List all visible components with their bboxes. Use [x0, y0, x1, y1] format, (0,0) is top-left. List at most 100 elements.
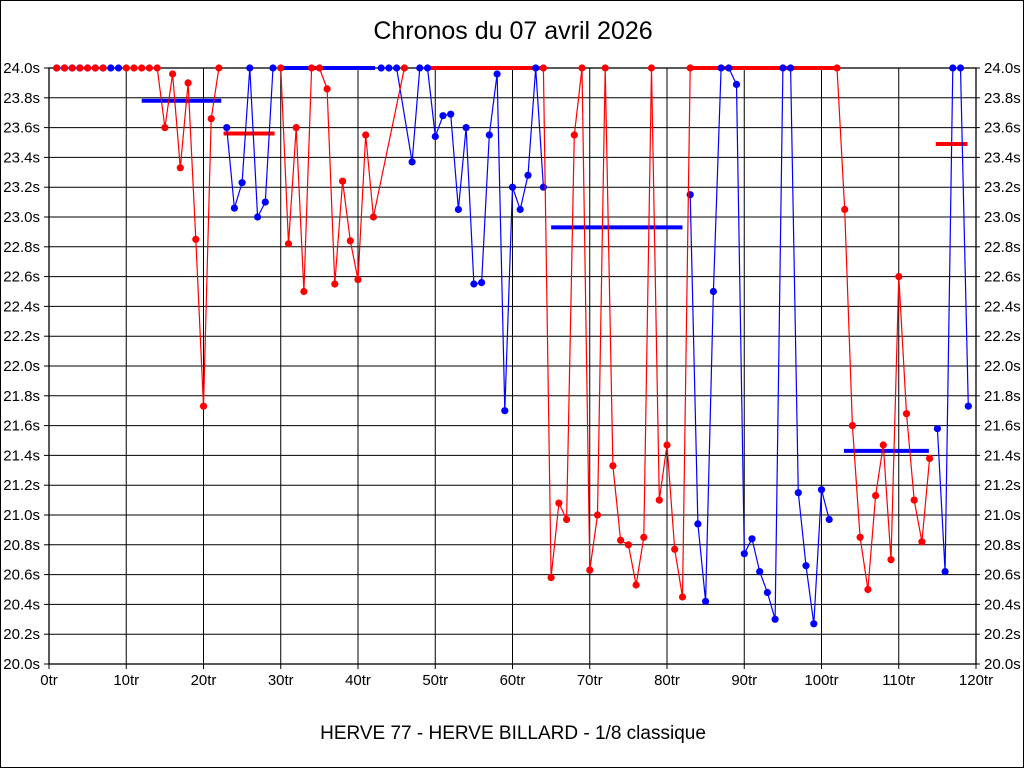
red-driver-point — [555, 499, 563, 507]
blue-driver-point — [702, 597, 710, 606]
y-axis-label-left: 22.4s — [3, 298, 40, 315]
y-axis-label-left: 23.0s — [3, 209, 40, 226]
red-driver-point — [354, 276, 362, 284]
y-axis-label-right: 23.6s — [984, 120, 1021, 137]
y-axis-label-left: 21.4s — [3, 447, 40, 464]
blue-driver-point — [230, 204, 238, 212]
blue-driver-point — [771, 615, 779, 623]
red-driver-point — [624, 541, 633, 549]
red-driver-point — [663, 441, 671, 449]
blue-driver-point — [377, 64, 385, 72]
y-axis-label-right: 22.6s — [984, 269, 1021, 286]
red-driver-point — [563, 515, 571, 524]
x-axis-label: 70tr — [577, 672, 603, 689]
blue-driver-point — [501, 407, 509, 415]
x-axis-label: 10tr — [113, 672, 139, 689]
y-axis-label-right: 20.0s — [984, 656, 1021, 673]
y-axis-label-right: 20.8s — [984, 537, 1021, 554]
red-driver-point — [346, 237, 354, 245]
blue-driver-point — [748, 535, 756, 543]
red-driver-point — [918, 538, 926, 546]
y-axis-label-right: 24.0s — [984, 60, 1021, 77]
blue-driver-point — [933, 425, 942, 433]
x-axis-label: 60tr — [500, 672, 526, 689]
red-driver-point — [632, 581, 640, 589]
red-driver-point — [856, 533, 864, 541]
red-driver-point — [879, 441, 887, 449]
blue-driver-point — [964, 402, 972, 410]
x-axis-label: 40tr — [345, 672, 371, 689]
x-axis-label: 80tr — [654, 672, 680, 689]
y-axis-label-right: 21.8s — [984, 388, 1021, 405]
red-driver-point — [207, 115, 215, 123]
y-axis-label-left: 21.8s — [3, 388, 40, 405]
red-driver-point — [53, 64, 61, 72]
red-driver-point — [145, 64, 153, 72]
y-axis-label-right: 21.6s — [984, 418, 1021, 435]
blue-driver-point — [516, 205, 524, 214]
x-axis-label: 120tr — [959, 672, 993, 689]
red-driver-point — [895, 273, 903, 281]
x-axis-label: 0tr — [40, 672, 58, 689]
blue-driver-point — [949, 64, 957, 72]
y-axis-label-left: 20.6s — [3, 567, 40, 584]
blue-driver-point — [717, 64, 725, 72]
chart-title: Chronos du 07 avril 2026 — [373, 17, 653, 45]
red-driver-point — [130, 64, 138, 72]
blue-driver-point — [423, 64, 432, 72]
y-axis-label-left: 21.2s — [3, 477, 40, 494]
red-driver-point — [678, 593, 687, 601]
red-driver-point — [609, 462, 617, 470]
red-driver-point — [323, 85, 331, 93]
red-driver-point — [655, 496, 663, 504]
chart-footer: HERVE 77 - HERVE BILLARD - 1/8 classique — [320, 723, 706, 744]
blue-driver-point — [246, 64, 254, 72]
y-axis-label-right: 22.0s — [984, 358, 1021, 375]
y-axis-label-right: 20.4s — [984, 596, 1021, 613]
red-driver-point — [153, 64, 161, 72]
red-driver-point — [547, 574, 555, 582]
blue-driver-line — [689, 67, 830, 624]
red-driver-point — [199, 402, 208, 410]
x-axis-label: 100tr — [804, 672, 838, 689]
y-axis-label-left: 24.0s — [3, 60, 40, 77]
red-driver-point — [315, 64, 323, 72]
x-axis-label: 110tr — [882, 672, 915, 689]
y-axis-label-right: 23.2s — [984, 179, 1021, 196]
red-driver-point — [539, 64, 548, 72]
red-driver-point — [601, 64, 609, 72]
blue-driver-point — [478, 279, 486, 287]
x-axis-label: 90tr — [731, 672, 757, 689]
blue-driver-point — [532, 64, 540, 72]
blue-driver-point — [694, 520, 702, 528]
blue-driver-point — [817, 486, 826, 494]
y-axis-label-right: 22.8s — [984, 239, 1021, 256]
red-driver-point — [284, 240, 293, 248]
red-driver-point — [864, 585, 872, 594]
blue-driver-point — [740, 550, 748, 558]
red-driver-line — [836, 67, 931, 590]
y-axis-label-right: 20.6s — [984, 567, 1021, 584]
y-axis-label-left: 20.8s — [3, 537, 40, 554]
y-axis-label-left: 22.6s — [3, 269, 40, 286]
blue-driver-point — [508, 183, 517, 191]
y-axis-label-left: 20.0s — [3, 656, 40, 673]
blue-driver-point — [385, 64, 393, 72]
blue-driver-point — [107, 64, 115, 72]
blue-driver-line — [226, 67, 274, 220]
y-axis-label-left: 21.0s — [3, 507, 40, 524]
blue-driver-point — [416, 64, 424, 72]
red-driver-point — [671, 545, 679, 553]
blue-driver-point — [114, 64, 123, 72]
red-driver-point — [902, 410, 911, 418]
blue-driver-point — [524, 171, 532, 179]
x-axis-label: 50tr — [422, 672, 448, 689]
blue-driver-point — [269, 64, 277, 72]
red-driver-point — [169, 70, 177, 78]
blue-driver-point — [787, 64, 795, 72]
y-axis-label-right: 23.4s — [984, 149, 1021, 166]
red-driver-point — [362, 131, 370, 139]
red-driver-point — [578, 64, 586, 72]
red-driver-point — [308, 64, 316, 72]
